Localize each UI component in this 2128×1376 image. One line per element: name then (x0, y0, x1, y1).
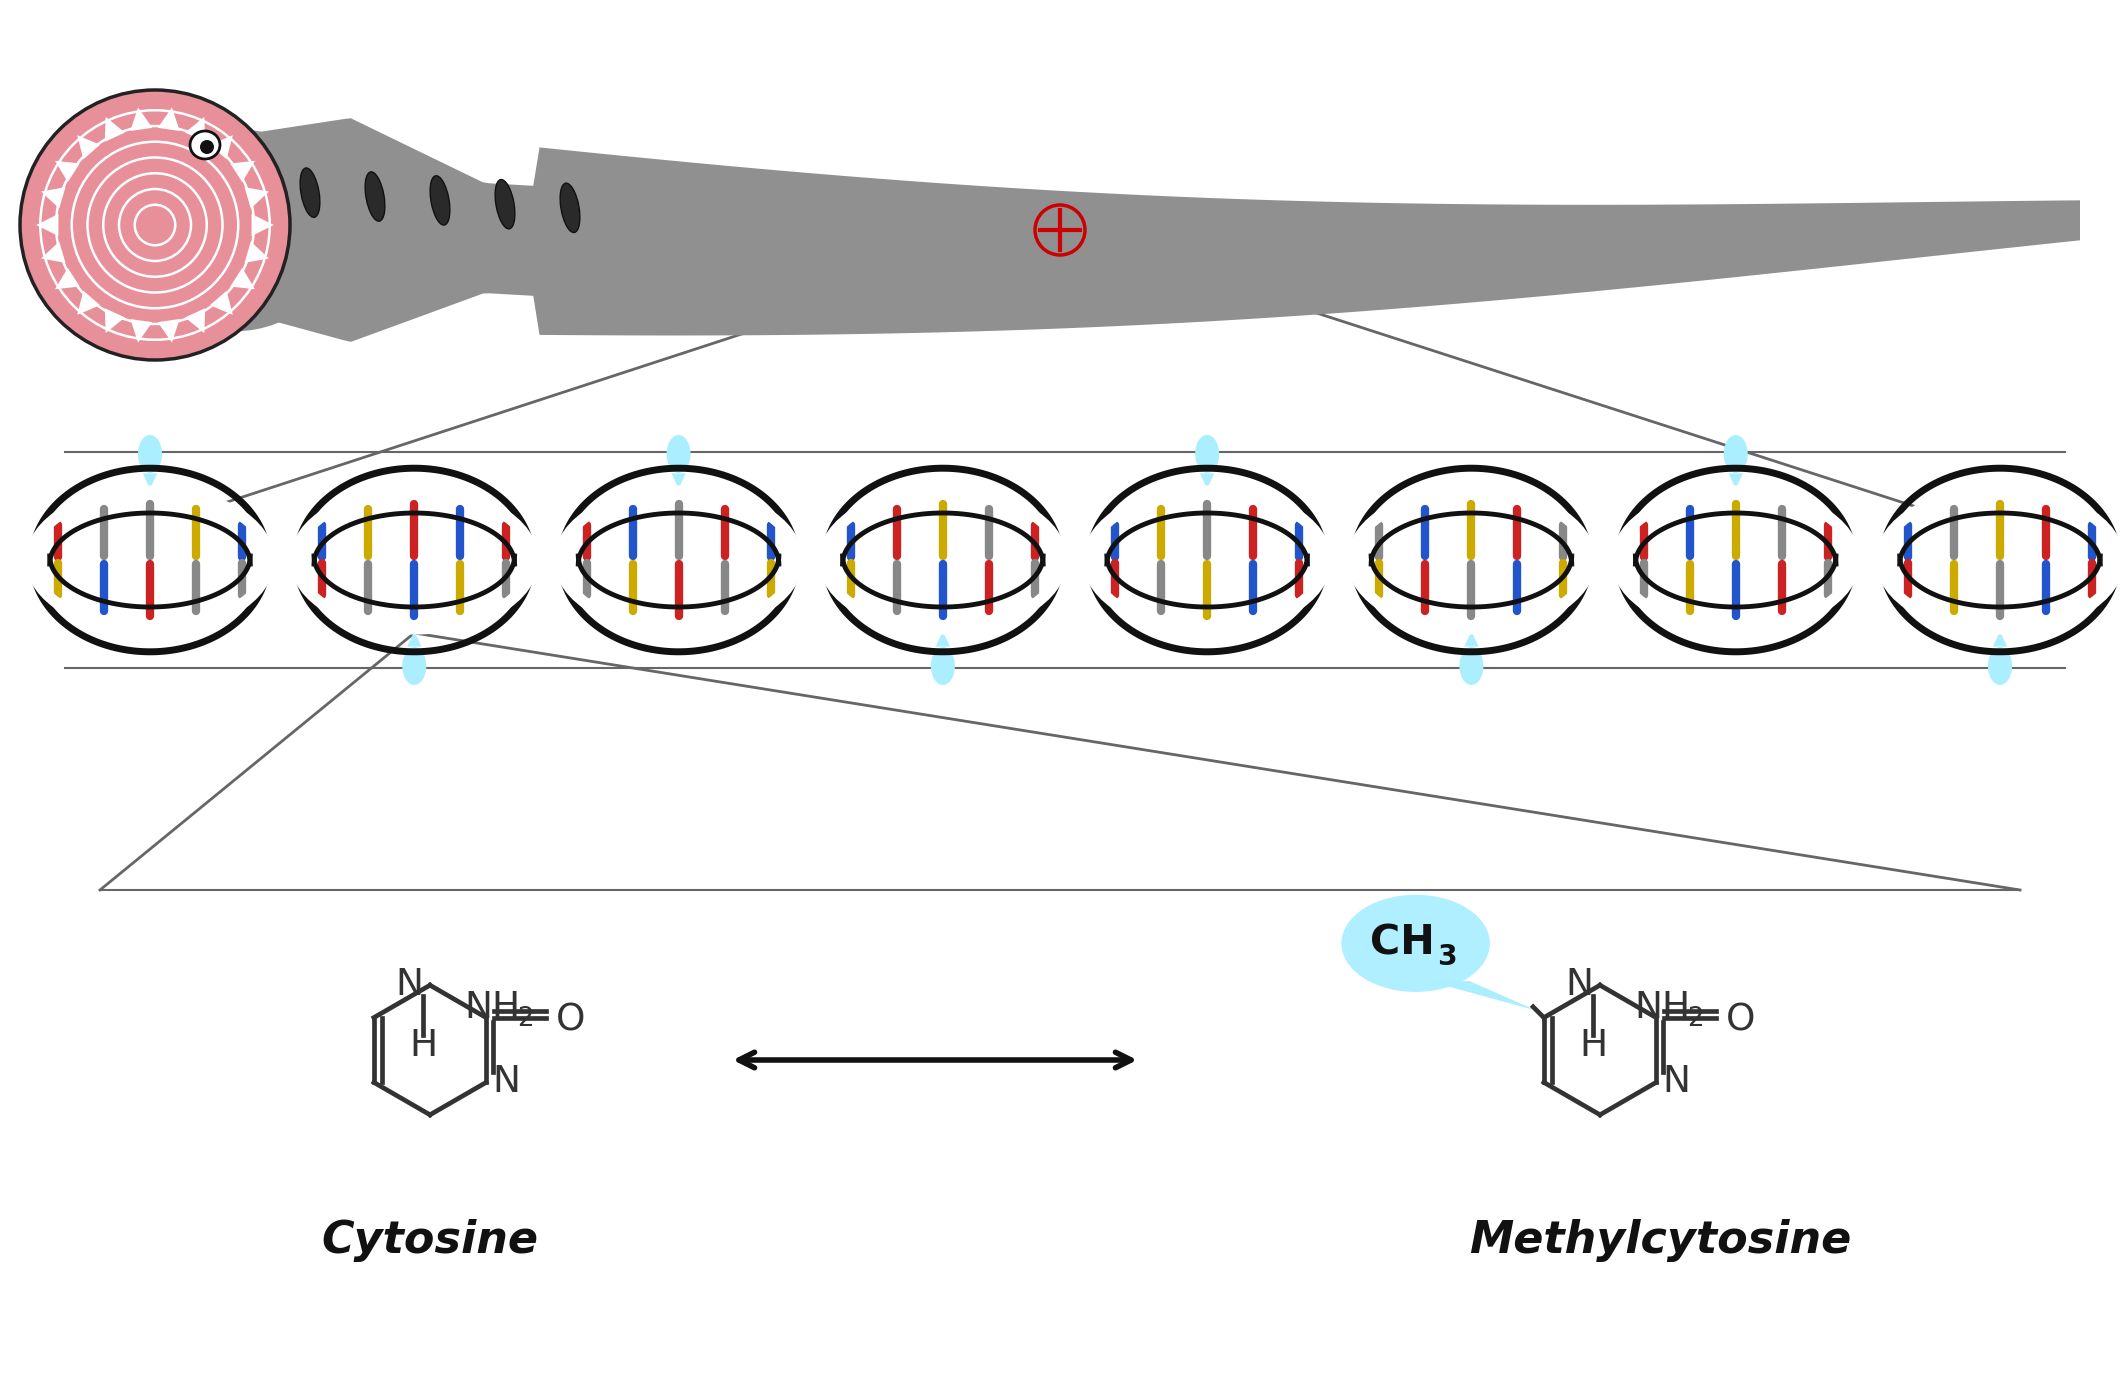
Text: Methylcytosine: Methylcytosine (1468, 1219, 1851, 1262)
Text: NH: NH (1634, 991, 1692, 1026)
Ellipse shape (496, 179, 515, 228)
Polygon shape (1430, 981, 1536, 1011)
Ellipse shape (200, 140, 215, 154)
Ellipse shape (1090, 493, 1326, 627)
Polygon shape (55, 161, 79, 182)
Ellipse shape (138, 435, 162, 473)
Polygon shape (130, 107, 153, 131)
Polygon shape (185, 308, 204, 333)
Text: H: H (1579, 1028, 1607, 1064)
Polygon shape (77, 135, 100, 160)
Text: N: N (396, 967, 423, 1003)
Ellipse shape (300, 168, 319, 217)
Polygon shape (40, 242, 66, 263)
Polygon shape (130, 319, 153, 343)
Ellipse shape (560, 183, 579, 233)
Text: H: H (409, 1028, 438, 1064)
Polygon shape (185, 117, 204, 142)
Polygon shape (1200, 473, 1215, 488)
Polygon shape (670, 473, 685, 488)
Polygon shape (1992, 632, 2007, 647)
Polygon shape (143, 473, 157, 488)
Ellipse shape (1724, 435, 1747, 473)
Text: 2: 2 (517, 1006, 534, 1032)
Ellipse shape (1617, 493, 1853, 627)
Ellipse shape (1881, 493, 2117, 627)
Text: NH: NH (464, 991, 521, 1026)
Polygon shape (77, 290, 100, 315)
Ellipse shape (402, 647, 426, 685)
Polygon shape (245, 187, 268, 208)
Text: N: N (1662, 1065, 1692, 1101)
Ellipse shape (366, 172, 385, 222)
Ellipse shape (189, 131, 219, 160)
Polygon shape (245, 242, 268, 263)
Polygon shape (157, 319, 179, 343)
Ellipse shape (560, 493, 796, 627)
Ellipse shape (32, 493, 268, 627)
Ellipse shape (826, 493, 1062, 627)
Text: N: N (494, 1065, 521, 1101)
Polygon shape (104, 117, 126, 142)
Text: 3: 3 (1436, 943, 1458, 971)
Ellipse shape (430, 176, 449, 226)
Text: 2: 2 (1688, 1006, 1705, 1032)
Polygon shape (200, 118, 2079, 341)
Ellipse shape (19, 89, 289, 361)
Polygon shape (211, 290, 232, 315)
Polygon shape (1728, 473, 1743, 488)
Text: CH: CH (1370, 923, 1434, 963)
Text: O: O (1726, 1002, 1756, 1039)
Polygon shape (230, 268, 255, 289)
Text: N: N (1566, 967, 1594, 1003)
Text: O: O (555, 1002, 585, 1039)
Polygon shape (36, 213, 57, 237)
Text: Cytosine: Cytosine (321, 1219, 538, 1262)
Ellipse shape (1341, 894, 1490, 992)
Ellipse shape (296, 493, 532, 627)
Ellipse shape (1460, 647, 1483, 685)
Ellipse shape (1353, 493, 1590, 627)
Ellipse shape (930, 647, 955, 685)
Ellipse shape (128, 129, 343, 332)
Polygon shape (211, 135, 232, 160)
Polygon shape (230, 161, 255, 182)
Polygon shape (1464, 632, 1479, 647)
Polygon shape (251, 213, 275, 237)
Polygon shape (157, 107, 179, 131)
Ellipse shape (666, 435, 692, 473)
Polygon shape (55, 268, 79, 289)
Polygon shape (40, 187, 66, 208)
Ellipse shape (1196, 435, 1219, 473)
Polygon shape (406, 632, 421, 647)
Polygon shape (104, 308, 126, 333)
Ellipse shape (1988, 647, 2011, 685)
Polygon shape (936, 632, 949, 647)
